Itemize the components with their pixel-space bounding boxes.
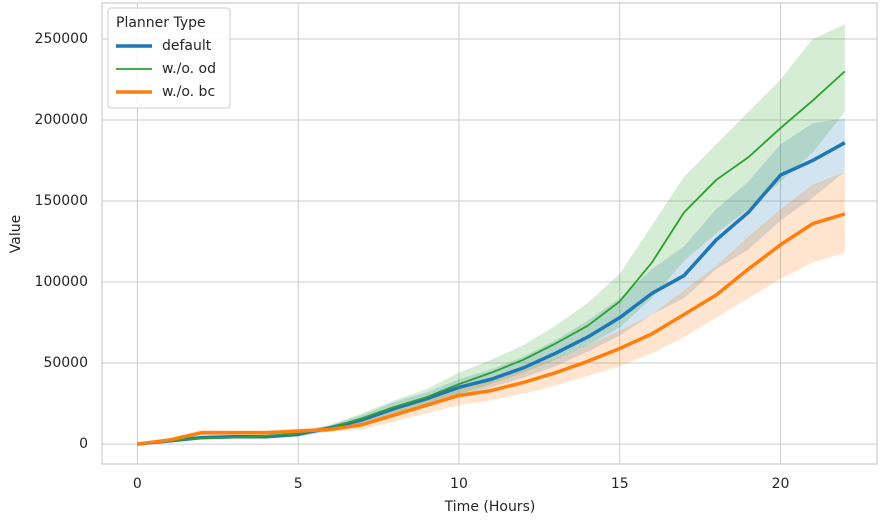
lines xyxy=(137,70,846,446)
y-tick-label: 150000 xyxy=(35,193,88,209)
series-line xyxy=(137,212,846,446)
legend-label: w./o. od xyxy=(162,61,216,77)
grid xyxy=(102,3,877,464)
bands xyxy=(137,24,845,445)
legend-label: default xyxy=(162,38,212,54)
y-tick-label: 200000 xyxy=(35,112,88,128)
legend: Planner Type default w./o. od w./o. bc xyxy=(107,7,231,109)
y-tick-label: 250000 xyxy=(35,31,88,47)
plot-frame xyxy=(101,2,878,465)
y-tick-label: 50000 xyxy=(43,355,88,371)
y-axis-label: Value xyxy=(8,215,24,253)
x-tick-label: 20 xyxy=(772,476,790,492)
confidence-band xyxy=(137,24,845,445)
legend-label: w./o. bc xyxy=(162,84,215,100)
x-tick-label: 15 xyxy=(611,476,629,492)
y-tick-label: 0 xyxy=(79,436,88,452)
legend-box xyxy=(107,7,231,109)
x-tick-label: 10 xyxy=(450,476,468,492)
legend-title: Planner Type xyxy=(116,15,206,31)
series-line xyxy=(137,70,846,445)
x-tick-label: 5 xyxy=(294,476,303,492)
x-tick-label: 0 xyxy=(133,476,142,492)
x-axis-label: Time (Hours) xyxy=(444,499,536,515)
y-tick-label: 100000 xyxy=(35,274,88,290)
